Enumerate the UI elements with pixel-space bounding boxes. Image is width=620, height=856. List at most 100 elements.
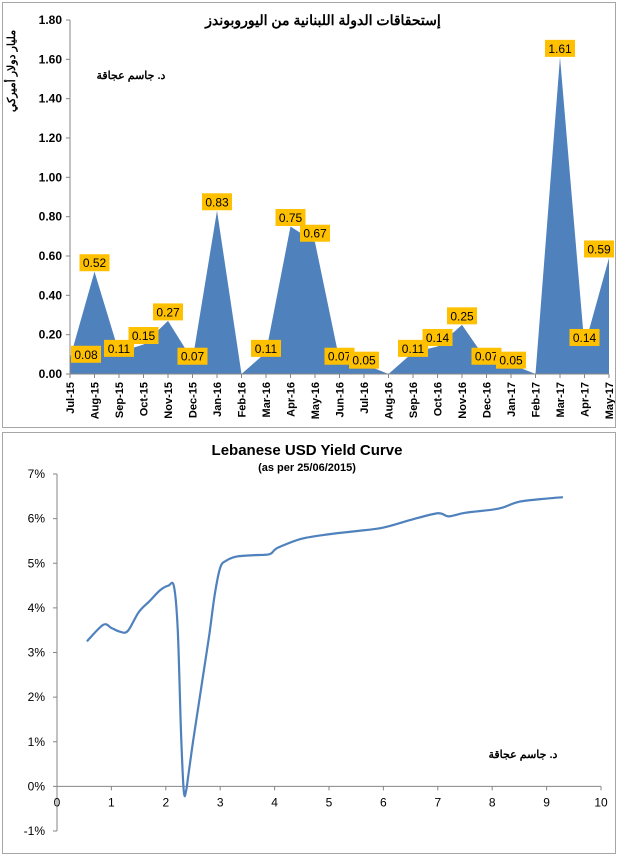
chart1-data-label-box bbox=[202, 193, 232, 211]
chart1-y-tick-label: 1.40 bbox=[39, 92, 63, 106]
chart1-data-label: 0.11 bbox=[402, 342, 425, 356]
chart2-yield-line bbox=[86, 496, 564, 798]
chart2-y-tick-label: 5% bbox=[28, 556, 46, 570]
chart2-x-tick-label: 3 bbox=[217, 795, 224, 809]
chart1-x-tick-label: Dec-16 bbox=[482, 382, 494, 418]
chart2-y-tick-label: 2% bbox=[28, 690, 46, 704]
chart1-data-label: 0.75 bbox=[279, 211, 303, 225]
chart1-data-label: 0.67 bbox=[303, 227, 327, 241]
chart2-y-tick-label: 0% bbox=[28, 779, 46, 793]
chart2-plot-area: -1% 0% 1% 2% 3% 4% 5% 6% 7% 0 1 2 3 4 5 6 7 8 9 10 bbox=[24, 467, 608, 838]
yield-curve-chart-panel: Lebanese USD Yield Curve (as per 25/06/2… bbox=[2, 432, 616, 854]
yield-curve-line-chart: Lebanese USD Yield Curve (as per 25/06/2… bbox=[24, 442, 608, 838]
chart1-y-tick-label: 0.00 bbox=[39, 367, 63, 381]
chart1-y-tick-label: 1.20 bbox=[39, 131, 63, 145]
chart1-x-tick-label: Oct-15 bbox=[139, 382, 151, 416]
chart1-data-label-box bbox=[471, 347, 502, 365]
chart1-data-label-box bbox=[496, 351, 526, 369]
chart1-y-tick-label: 0.20 bbox=[39, 328, 63, 342]
chart1-data-label-box bbox=[153, 303, 183, 321]
chart1-data-label-box bbox=[584, 240, 614, 258]
chart1-data-label-box bbox=[79, 254, 110, 272]
chart1-x-tick-label: Apr-17 bbox=[580, 382, 592, 417]
chart2-author-note: د. جاسم عجاقة bbox=[489, 749, 558, 761]
chart1-data-label-box bbox=[545, 39, 575, 57]
chart2-y-tick-label: 1% bbox=[28, 735, 46, 749]
chart1-data-label: 0.11 bbox=[255, 342, 278, 356]
chart1-x-tick-label: Jan-16 bbox=[212, 382, 224, 417]
chart1-data-label: 0.52 bbox=[83, 256, 107, 270]
chart1-area-series bbox=[70, 57, 609, 374]
chart1-x-tick-label: Jul-15 bbox=[65, 382, 77, 414]
chart2-x-tick-label: 9 bbox=[543, 795, 550, 809]
chart1-data-label-box bbox=[177, 347, 208, 365]
chart1-data-label: 0.83 bbox=[205, 195, 229, 209]
maturities-chart-panel: إستحقاقات الدولة اللبنانية من اليوروبوند… bbox=[2, 2, 616, 428]
chart1-data-label-box bbox=[398, 339, 428, 357]
chart1-data-label: 0.08 bbox=[74, 348, 98, 362]
chart2-x-tick-label: 6 bbox=[380, 795, 387, 809]
chart2-y-tick-label: -1% bbox=[24, 824, 46, 838]
chart1-data-label: 0.11 bbox=[108, 342, 131, 356]
chart1-x-tick-label: Jun-16 bbox=[335, 382, 347, 417]
chart1-x-tick-label: Oct-16 bbox=[433, 382, 445, 416]
chart2-y-tick-label: 3% bbox=[28, 646, 46, 660]
chart1-data-label: 0.27 bbox=[156, 305, 180, 319]
chart1-data-label-box bbox=[324, 347, 355, 365]
chart1-y-axis-label: مليار دولار أميركي bbox=[4, 30, 19, 112]
chart1-data-label-box bbox=[275, 209, 306, 226]
chart1-x-tick-label: Jan-17 bbox=[506, 382, 518, 417]
chart1-data-label-box bbox=[71, 345, 101, 363]
chart1-plot-area: 0.00 0.20 0.40 0.60 0.80 1.00 1.20 1.40 1.60 1.80… bbox=[39, 13, 615, 419]
chart2-subtitle: (as per 25/06/2015) bbox=[258, 462, 356, 474]
chart2-x-tick-label: 7 bbox=[434, 795, 441, 809]
chart1-data-label: 0.05 bbox=[499, 354, 523, 368]
chart1-data-label: 0.14 bbox=[573, 331, 597, 345]
chart1-x-tick-label: Aug-16 bbox=[384, 382, 396, 419]
chart2-x-tick-label: 5 bbox=[326, 795, 333, 809]
chart2-y-tick-label: 7% bbox=[28, 467, 46, 481]
maturities-area-chart: إستحقاقات الدولة اللبنانية من اليوروبوند… bbox=[4, 12, 615, 419]
chart1-data-label-box bbox=[447, 307, 477, 325]
chart1-y-tick-label: 0.40 bbox=[39, 288, 63, 302]
chart1-data-label-box bbox=[104, 339, 134, 357]
chart1-data-label: 0.05 bbox=[352, 354, 376, 368]
chart1-x-tick-label: May-17 bbox=[604, 382, 615, 419]
chart1-y-tick-label: 0.60 bbox=[39, 249, 63, 263]
chart1-x-tick-label: Sep-15 bbox=[114, 382, 126, 418]
chart2-x-tick-label: 8 bbox=[489, 795, 496, 809]
chart1-data-label: 0.07 bbox=[181, 350, 205, 364]
chart2-x-tick-label: 0 bbox=[54, 795, 61, 809]
chart1-x-tick-label: Jul-16 bbox=[359, 382, 371, 414]
chart1-data-label: 0.07 bbox=[475, 350, 499, 364]
chart1-data-label: 0.25 bbox=[450, 309, 474, 323]
chart1-data-label: 0.15 bbox=[132, 329, 156, 343]
chart1-data-label-box bbox=[569, 328, 600, 346]
chart2-x-tick-label: 4 bbox=[271, 795, 278, 809]
chart2-y-tick-label: 4% bbox=[28, 601, 46, 615]
chart1-y-tick-label: 1.00 bbox=[39, 170, 63, 184]
chart1-x-tick-label: May-16 bbox=[310, 382, 322, 419]
chart1-y-tick-label: 0.80 bbox=[39, 210, 63, 224]
chart1-title: إستحقاقات الدولة اللبنانية من اليوروبوند… bbox=[204, 12, 441, 30]
chart1-x-tick-label: Aug-15 bbox=[90, 382, 102, 419]
chart1-x-tick-label: Dec-15 bbox=[188, 382, 200, 418]
chart1-data-label: 1.61 bbox=[548, 42, 572, 56]
chart1-x-tick-label: Feb-17 bbox=[531, 382, 543, 417]
chart1-data-label: 0.59 bbox=[587, 242, 611, 256]
chart1-data-label-box bbox=[300, 224, 330, 242]
chart2-title: Lebanese USD Yield Curve bbox=[212, 442, 403, 459]
chart2-x-tick-label: 10 bbox=[594, 795, 608, 809]
chart1-x-tick-label: Nov-15 bbox=[163, 382, 175, 419]
chart1-x-tick-label: Sep-16 bbox=[408, 382, 420, 418]
chart1-data-label-box bbox=[422, 328, 453, 346]
chart1-y-tick-label: 1.80 bbox=[39, 13, 63, 27]
chart1-data-label: 0.07 bbox=[328, 350, 352, 364]
chart1-data-label-box bbox=[349, 351, 379, 369]
chart1-data-label-box bbox=[251, 339, 281, 357]
chart2-y-tick-label: 6% bbox=[28, 512, 46, 526]
chart2-x-tick-label: 2 bbox=[162, 795, 169, 809]
chart1-x-tick-label: Nov-16 bbox=[457, 382, 469, 419]
chart1-x-tick-label: Apr-16 bbox=[286, 382, 298, 417]
chart1-data-label: 0.14 bbox=[426, 331, 450, 345]
